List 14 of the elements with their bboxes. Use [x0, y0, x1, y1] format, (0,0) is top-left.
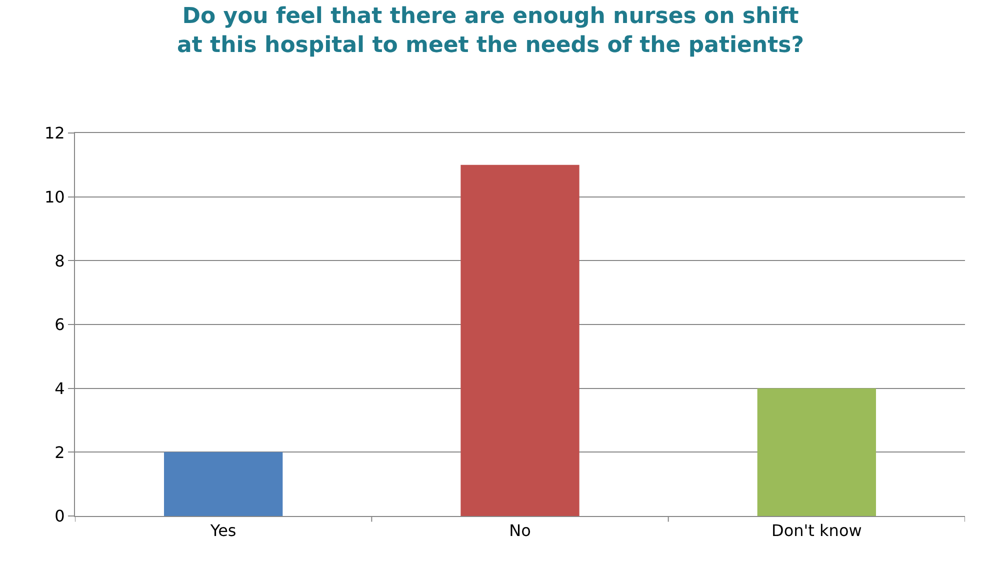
x-tick-label: No [509, 521, 531, 540]
bar [460, 164, 580, 516]
y-tick-label: 0 [54, 506, 65, 526]
y-tick-label: 6 [54, 315, 65, 334]
x-tick-label: Yes [209, 521, 236, 540]
y-tick-label: 8 [54, 251, 65, 270]
chart-title: Do you feel that there are enough nurses on shift at this hospital to meet the needs of the patients? [177, 4, 804, 58]
x-tick-label: Don't know [772, 521, 862, 540]
y-tick-label: 10 [44, 187, 65, 206]
y-tick-label: 2 [54, 442, 65, 462]
bar [757, 388, 876, 516]
y-tick-label: 12 [44, 124, 65, 143]
y-tick-label: 4 [54, 378, 65, 398]
bar [164, 452, 283, 516]
